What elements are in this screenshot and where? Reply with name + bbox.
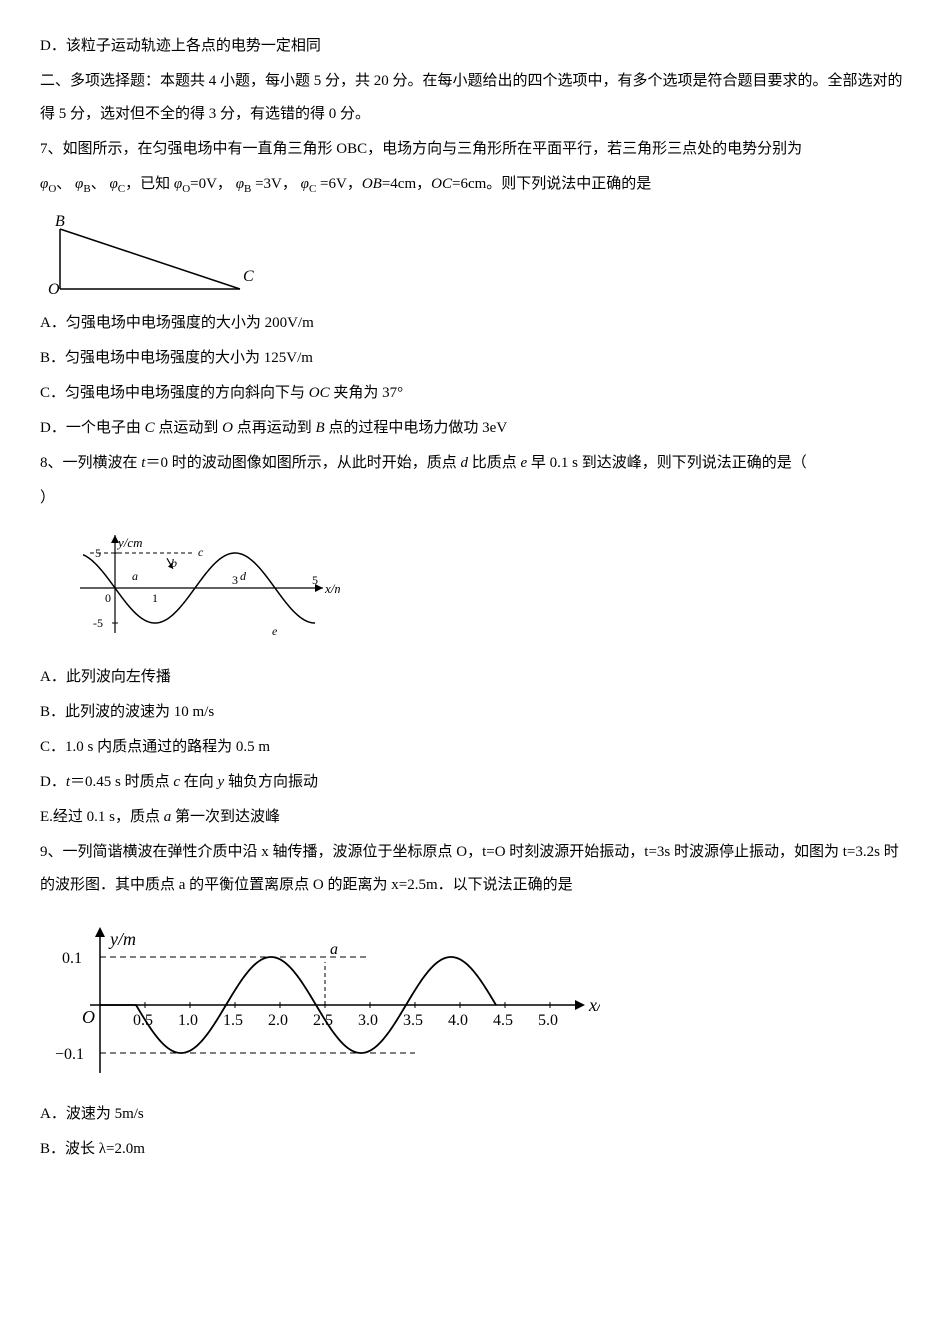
svg-text:0.1: 0.1: [62, 950, 82, 967]
q7-stem-line1: 7、如图所示，在匀强电场中有一直角三角形 OBC，电场方向与三角形所在平面平行，…: [40, 133, 910, 166]
svg-text:-5: -5: [93, 616, 103, 630]
svg-text:1.0: 1.0: [178, 1012, 198, 1029]
svg-text:−0.1: −0.1: [55, 1046, 84, 1063]
svg-text:3: 3: [232, 573, 238, 587]
svg-text:5: 5: [95, 546, 101, 560]
wave-diagram-q8: y/cmx/m5-50135abcde: [60, 523, 340, 653]
svg-text:0.5: 0.5: [133, 1012, 153, 1029]
svg-text:3.0: 3.0: [358, 1012, 378, 1029]
svg-text:5: 5: [312, 573, 318, 587]
svg-text:a: a: [132, 569, 138, 583]
svg-text:x/m: x/m: [588, 995, 600, 1015]
q7-option-d: D．一个电子由 C 点运动到 O 点再运动到 B 点的过程中电场力做功 3eV: [40, 412, 910, 445]
svg-text:d: d: [240, 569, 247, 583]
svg-text:c: c: [198, 545, 204, 559]
svg-text:1.5: 1.5: [223, 1012, 243, 1029]
q7-option-c: C．匀强电场中电场强度的方向斜向下与 OC 夹角为 37°: [40, 377, 910, 410]
svg-text:a: a: [330, 941, 338, 958]
q9-option-a: A．波速为 5m/s: [40, 1098, 910, 1131]
svg-text:y/m: y/m: [108, 929, 136, 949]
svg-text:5.0: 5.0: [538, 1012, 558, 1029]
svg-text:1: 1: [152, 591, 158, 605]
svg-text:x/m: x/m: [324, 581, 340, 596]
q7-stem-text: 7、如图所示，在匀强电场中有一直角三角形 OBC，电场方向与三角形所在平面平行，…: [40, 141, 802, 157]
svg-text:4.0: 4.0: [448, 1012, 468, 1029]
svg-text:C: C: [243, 268, 254, 285]
svg-text:O: O: [48, 281, 60, 298]
q7-option-b: B．匀强电场中电场强度的大小为 125V/m: [40, 342, 910, 375]
svg-text:4.5: 4.5: [493, 1012, 513, 1029]
q6-option-d: D．该粒子运动轨迹上各点的电势一定相同: [40, 30, 910, 63]
svg-text:2.5: 2.5: [313, 1012, 333, 1029]
q8-stem-close: ）: [40, 482, 910, 515]
svg-text:O: O: [82, 1007, 95, 1027]
q9-stem: 9、一列简谐横波在弹性介质中沿 x 轴传播，波源位于坐标原点 O，t=O 时刻波…: [40, 836, 910, 902]
svg-text:B: B: [55, 213, 65, 230]
svg-text:3.5: 3.5: [403, 1012, 423, 1029]
section2-header: 二、多项选择题：本题共 4 小题，每小题 5 分，共 20 分。在每小题给出的四…: [40, 65, 910, 131]
q8-option-c: C．1.0 s 内质点通过的路程为 0.5 m: [40, 731, 910, 764]
q8-option-a: A．此列波向左传播: [40, 661, 910, 694]
triangle-obc-diagram: B O C: [40, 209, 260, 299]
svg-text:y/cm: y/cm: [116, 535, 143, 550]
q7-stem-line2: φO、 φB、 φC，已知 φO=0V， φB =3V， φC =6V，OB=4…: [40, 168, 910, 201]
wave-diagram-q9: y/m x/m 0.1 −0.1 O 0.5 1.0 1.5 2.0 2.5 3.0 3.5 4.0 4.…: [40, 910, 600, 1090]
q8-stem: 8、一列横波在 t＝0 时的波动图像如图所示，从此时开始，质点 d 比质点 e …: [40, 447, 910, 480]
svg-text:0: 0: [105, 591, 111, 605]
q8-option-d: D．t＝0.45 s 时质点 c 在向 y 轴负方向振动: [40, 766, 910, 799]
q8-option-b: B．此列波的波速为 10 m/s: [40, 696, 910, 729]
q7-option-a: A．匀强电场中电场强度的大小为 200V/m: [40, 307, 910, 340]
q9-figure: y/m x/m 0.1 −0.1 O 0.5 1.0 1.5 2.0 2.5 3.0 3.5 4.0 4.…: [40, 910, 910, 1090]
q8-figure: y/cmx/m5-50135abcde: [60, 523, 910, 653]
q9-option-b: B．波长 λ=2.0m: [40, 1133, 910, 1166]
q7-figure: B O C: [40, 209, 910, 299]
svg-text:e: e: [272, 624, 278, 638]
q8-option-e: E.经过 0.1 s，质点 a 第一次到达波峰: [40, 801, 910, 834]
svg-text:2.0: 2.0: [268, 1012, 288, 1029]
